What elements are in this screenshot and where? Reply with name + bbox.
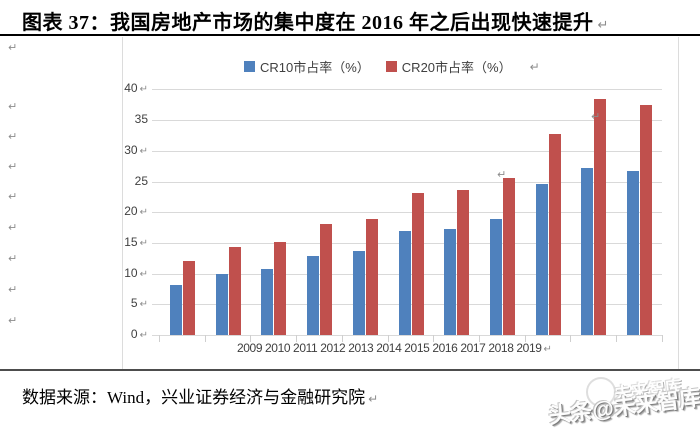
data-source-text: 数据来源：Wind，兴业证券经济与金融研究院 — [22, 388, 366, 407]
bar-cr20-2012 — [320, 224, 332, 335]
bar-cr10-2017 — [536, 184, 548, 335]
x-tick — [479, 335, 480, 342]
bar-cr10-2018 — [581, 168, 593, 335]
x-tick — [159, 335, 160, 342]
y-tick-5: 5 ↵ — [130, 296, 148, 310]
legend-label-cr10: CR10市占率（%） — [260, 60, 370, 75]
bar-cr10-2015 — [444, 229, 456, 335]
bar-cr20-2013 — [366, 219, 378, 335]
bar-cr20-2018 — [594, 99, 606, 335]
cr10-swatch-icon — [244, 61, 255, 72]
bar-cr20-2015 — [457, 190, 469, 335]
gridline-35 — [152, 120, 662, 121]
title-underline — [0, 34, 700, 36]
return-mark-icon: ↵ — [8, 315, 18, 327]
return-mark-icon: ↵ — [139, 238, 148, 249]
bar-cr20-2016 — [503, 178, 515, 335]
x-tick — [616, 335, 617, 342]
return-mark-icon: ↵ — [139, 84, 148, 95]
return-mark-icon: ↵ — [8, 131, 18, 143]
data-source-line: 数据来源：Wind，兴业证券经济与金融研究院 ↵ — [22, 383, 378, 408]
bar-cr10-2019 — [627, 171, 639, 335]
x-axis-labels: 2009 2010 2011 2012 2013 2014 2015 2016 … — [237, 341, 552, 355]
bar-cr20-2014 — [412, 193, 424, 335]
bar-cr20-2011 — [274, 242, 286, 335]
watermark-logo-circle-icon — [586, 377, 616, 407]
legend-item-cr10: CR10市占率（%） — [244, 57, 370, 76]
x-tick — [388, 335, 389, 342]
y-tick-40: 40 ↵ — [124, 81, 148, 95]
return-mark-icon: ↵ — [8, 42, 18, 54]
y-tick-20: 20 ↵ — [124, 204, 148, 218]
x-tick — [525, 335, 526, 342]
return-mark-icon: ↵ — [139, 330, 148, 341]
bar-cr10-2010 — [216, 274, 228, 335]
y-tick-15: 15 ↵ — [124, 235, 148, 249]
return-mark-icon: ↵ — [529, 59, 540, 74]
gridline-25 — [152, 182, 662, 183]
legend-item-cr20: CR20市占率（%） — [385, 57, 512, 76]
return-mark-icon: ↵ — [8, 222, 18, 234]
y-tick-10: 10 ↵ — [124, 266, 148, 280]
x-tick — [205, 335, 206, 342]
chart-legend: CR10市占率（%） CR20市占率（%） ↵ — [244, 57, 540, 76]
return-mark-icon: ↵ — [8, 284, 18, 296]
y-tick-25: 25 — [134, 174, 148, 188]
gridline-40 — [152, 89, 662, 90]
return-mark-icon: ↵ — [591, 111, 601, 123]
return-mark-icon: ↵ — [139, 207, 148, 218]
bar-cr10-2014 — [399, 231, 411, 335]
return-mark-icon: ↵ — [543, 344, 552, 355]
figure-title: 图表 37：我国房地产市场的集中度在 2016 年之后出现快速提升 ↵ — [22, 6, 682, 35]
return-mark-icon: ↵ — [497, 169, 507, 181]
x-tick — [296, 335, 297, 342]
gridline-0 — [152, 335, 662, 336]
bar-cr10-2012 — [307, 256, 319, 335]
return-mark-icon: ↵ — [597, 18, 609, 33]
bar-cr10-2009 — [170, 285, 182, 335]
cr20-swatch-icon — [385, 61, 397, 72]
bar-cr20-2019 — [640, 105, 652, 335]
y-tick-35: 35 — [134, 112, 148, 126]
x-tick — [433, 335, 434, 342]
bar-cr20-2009 — [183, 261, 195, 335]
return-mark-icon: ↵ — [368, 392, 379, 406]
figure-title-text: 图表 37：我国房地产市场的集中度在 2016 年之后出现快速提升 — [22, 12, 594, 34]
return-mark-icon: ↵ — [139, 299, 148, 310]
x-axis-labels-text: 2009 2010 2011 2012 2013 2014 2015 2016 … — [237, 341, 542, 355]
return-mark-icon: ↵ — [8, 253, 18, 265]
x-tick — [570, 335, 571, 342]
return-mark-icon: ↵ — [8, 101, 18, 113]
return-mark-icon: ↵ — [139, 146, 148, 157]
return-mark-icon: ↵ — [8, 161, 18, 173]
x-tick — [250, 335, 251, 342]
return-mark-icon: ↵ — [139, 269, 148, 280]
x-tick — [342, 335, 343, 342]
bar-cr10-2016 — [490, 219, 502, 335]
bar-cr20-2010 — [229, 247, 241, 335]
return-mark-icon: ↵ — [8, 191, 18, 203]
gridline-30 — [152, 151, 662, 152]
gridline-20 — [152, 212, 662, 213]
x-tick — [662, 335, 663, 342]
bar-cr20-2017 — [549, 134, 561, 335]
y-tick-30: 30 ↵ — [124, 143, 148, 157]
figure-bottom-border — [0, 369, 700, 371]
bar-cr10-2011 — [261, 269, 273, 335]
bar-cr10-2013 — [353, 251, 365, 335]
legend-label-cr20: CR20市占率（%） — [401, 60, 512, 75]
y-tick-0: 0 ↵ — [130, 327, 148, 341]
